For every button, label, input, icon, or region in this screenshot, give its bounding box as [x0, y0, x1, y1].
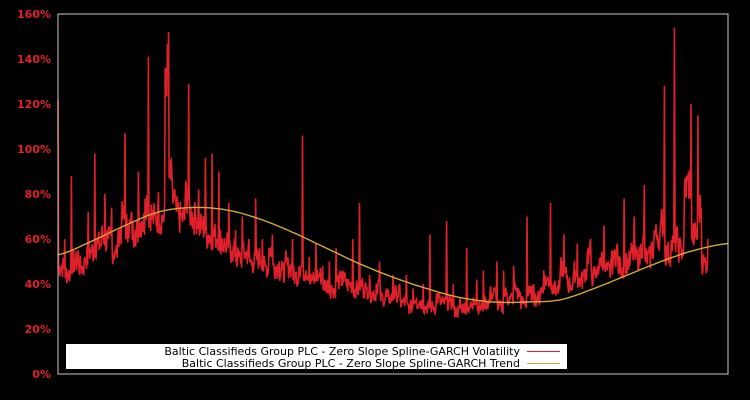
y-tick-label: 160%: [17, 8, 51, 21]
plot-frame: [57, 13, 729, 375]
y-tick-label: 80%: [25, 188, 51, 201]
y-tick-label: 60%: [25, 233, 51, 246]
legend-label-trend: Baltic Classifieds Group PLC - Zero Slop…: [182, 357, 520, 370]
legend-label-volatility: Baltic Classifieds Group PLC - Zero Slop…: [164, 345, 520, 358]
y-tick-label: 40%: [25, 278, 51, 291]
trend-series: [57, 206, 729, 304]
y-tick-label: 140%: [17, 53, 51, 66]
legend-box: [66, 344, 567, 369]
y-tick-label: 100%: [17, 143, 51, 156]
legend: Baltic Classifieds Group PLC - Zero Slop…: [66, 344, 567, 370]
y-tick-label: 120%: [17, 98, 51, 111]
volatility-series: [57, 27, 709, 318]
volatility-line: [57, 27, 709, 318]
y-tick-label: 0%: [32, 368, 51, 381]
y-tick-label: 20%: [25, 323, 51, 336]
y-axis: 0% 20% 40% 60% 80% 100% 120% 140% 160%: [17, 8, 51, 381]
trend-line: [57, 206, 729, 304]
